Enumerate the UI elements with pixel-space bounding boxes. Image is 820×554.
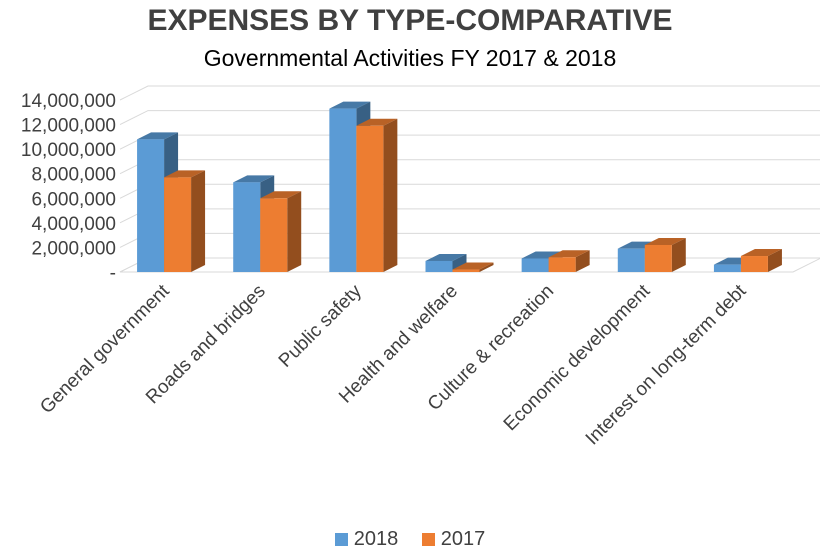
legend-item-2017: 2017 <box>421 528 486 551</box>
legend-swatch-2018 <box>334 533 348 546</box>
y-tick-label: 4,000,000 <box>31 214 116 235</box>
bar-2017-3 <box>452 262 494 272</box>
chart-title: EXPENSES BY TYPE-COMPARATIVE <box>147 4 673 37</box>
y-axis-tick-labels: 14,000,000 12,000,000 10,000,000 8,000,000 6… <box>21 91 116 284</box>
bar-2017-6 <box>740 249 782 272</box>
bar-2017-1 <box>260 191 302 272</box>
y-tick-label: - <box>110 263 116 284</box>
gridline <box>119 85 820 101</box>
y-tick-label: 8,000,000 <box>31 165 116 186</box>
y-tick-label: 14,000,000 <box>21 91 116 112</box>
y-tick-label: 12,000,000 <box>21 116 116 137</box>
x-category-label: Interest on long-term debt <box>582 280 751 449</box>
bar-2017-0 <box>164 170 206 272</box>
gridline <box>119 183 820 199</box>
gridline <box>119 159 820 175</box>
legend-label-2017: 2017 <box>440 528 486 550</box>
gridlines <box>119 85 820 273</box>
bar-2018-3 <box>425 253 467 272</box>
bars <box>137 101 782 272</box>
legend-item-2018: 2018 <box>334 528 399 551</box>
chart-subtitle: Governmental Activities FY 2017 & 2018 <box>203 45 617 71</box>
gridline <box>119 208 820 224</box>
y-tick-label: 6,000,000 <box>31 189 116 210</box>
gridline <box>119 134 820 150</box>
chart-legend: 2018 2017 <box>0 528 820 552</box>
gridline <box>119 232 820 248</box>
y-tick-label: 10,000,000 <box>21 140 116 161</box>
legend-label-2018: 2018 <box>353 528 399 550</box>
bar-2017-2 <box>356 118 398 272</box>
y-tick-label: 2,000,000 <box>31 238 116 259</box>
legend-swatch-2017 <box>421 533 435 546</box>
x-category-label: Public safety <box>275 280 366 371</box>
bar-2017-4 <box>548 250 590 272</box>
bar-2017-5 <box>644 237 686 272</box>
gridline <box>119 110 820 126</box>
